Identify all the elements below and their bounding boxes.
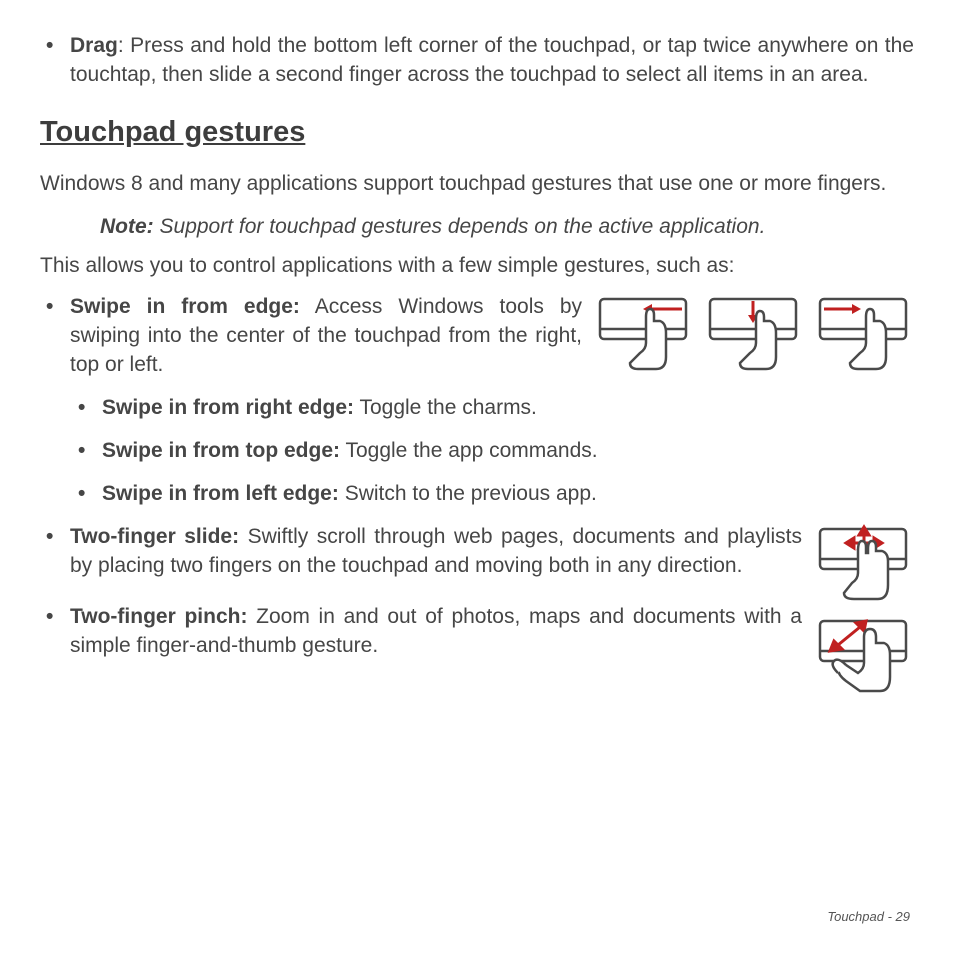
two-finger-pinch-label: Two-finger pinch: bbox=[70, 605, 247, 628]
bullet-dot: • bbox=[72, 480, 102, 509]
two-finger-group: • Two-finger slide: Swiftly scroll throu… bbox=[40, 523, 914, 695]
swipe-icons-group bbox=[596, 293, 914, 373]
drag-label: Drag bbox=[70, 34, 118, 57]
two-finger-slide-item: • Two-finger slide: Swiftly scroll throu… bbox=[40, 523, 802, 581]
bullet-dot: • bbox=[40, 293, 70, 380]
note-label: Note: bbox=[100, 215, 154, 238]
bullet-dot: • bbox=[72, 437, 102, 466]
swipe-right-text: Toggle the charms. bbox=[354, 396, 537, 419]
drag-text: Drag: Press and hold the bottom left cor… bbox=[70, 32, 914, 90]
swipe-edge-text: Swipe in from edge: Access Windows tools… bbox=[70, 293, 582, 380]
swipe-left-item: • Swipe in from left edge: Switch to the… bbox=[72, 480, 914, 509]
swipe-left-icon bbox=[816, 293, 914, 373]
two-finger-pinch-icon bbox=[816, 615, 914, 695]
swipe-right-item: • Swipe in from right edge: Toggle the c… bbox=[72, 394, 914, 423]
drag-item: • Drag: Press and hold the bottom left c… bbox=[40, 32, 914, 90]
bullet-dot: • bbox=[72, 394, 102, 423]
swipe-top-label: Swipe in from top edge: bbox=[102, 439, 340, 462]
section-heading: Touchpad gestures bbox=[40, 112, 914, 152]
two-finger-pinch-item: • Two-finger pinch: Zoom in and out of p… bbox=[40, 603, 802, 661]
swipe-edge-label: Swipe in from edge: bbox=[70, 295, 300, 318]
swipe-top-text: Toggle the app commands. bbox=[340, 439, 598, 462]
two-finger-icons bbox=[816, 523, 914, 695]
intro2-paragraph: This allows you to control applications … bbox=[40, 252, 914, 281]
swipe-top-icon bbox=[706, 293, 804, 373]
bullet-dot: • bbox=[40, 32, 70, 90]
footer-label: Touchpad - bbox=[827, 909, 895, 924]
swipe-left-label: Swipe in from left edge: bbox=[102, 482, 339, 505]
swipe-right-label: Swipe in from right edge: bbox=[102, 396, 354, 419]
swipe-edge-row: • Swipe in from edge: Access Windows too… bbox=[40, 293, 914, 380]
two-finger-slide-label: Two-finger slide: bbox=[70, 525, 239, 548]
bullet-dot: • bbox=[40, 523, 70, 581]
note-line: Note: Support for touchpad gestures depe… bbox=[40, 213, 914, 242]
swipe-top-item: • Swipe in from top edge: Toggle the app… bbox=[72, 437, 914, 466]
two-finger-slide-icon bbox=[816, 523, 914, 603]
swipe-right-icon bbox=[596, 293, 694, 373]
intro-paragraph: Windows 8 and many applications support … bbox=[40, 170, 914, 199]
footer-page: 29 bbox=[896, 909, 910, 924]
page-footer: Touchpad - 29 bbox=[827, 908, 910, 926]
note-text: Support for touchpad gestures depends on… bbox=[154, 215, 766, 238]
swipe-sublist: • Swipe in from right edge: Toggle the c… bbox=[72, 394, 914, 509]
swipe-left-text: Switch to the previous app. bbox=[339, 482, 597, 505]
bullet-dot: • bbox=[40, 603, 70, 661]
swipe-edge-item: • Swipe in from edge: Access Windows too… bbox=[40, 293, 582, 380]
